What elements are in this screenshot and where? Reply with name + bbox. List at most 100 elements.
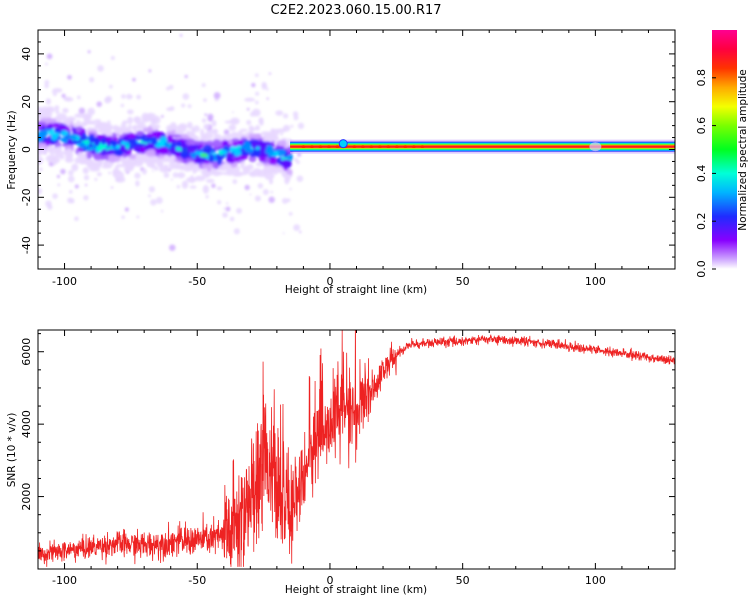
noise-blob <box>175 146 182 152</box>
noise-speck <box>255 100 259 105</box>
noise-blob <box>186 161 197 171</box>
noise-blob <box>250 127 257 131</box>
ridge-knot <box>411 145 417 149</box>
x-tick-label: 50 <box>456 275 470 288</box>
noise-blob <box>163 155 170 163</box>
x-tick-label: 0 <box>326 574 333 587</box>
noise-blob <box>268 156 278 166</box>
noise-speck <box>121 215 125 219</box>
noise-blob <box>206 164 212 172</box>
noise-blob <box>251 133 262 140</box>
noise-blob <box>203 123 210 130</box>
noise-blob <box>94 119 102 123</box>
noise-speck <box>297 122 305 130</box>
noise-speck <box>160 209 164 213</box>
y-tick-label: 4000 <box>20 410 33 438</box>
noise-blob <box>146 149 156 158</box>
noise-blob <box>62 118 72 126</box>
noise-speck <box>225 206 231 212</box>
noise-speck <box>78 107 86 115</box>
noise-speck <box>148 186 155 193</box>
ridge-knot <box>369 145 374 149</box>
noise-blob <box>202 144 213 154</box>
noise-speck <box>107 120 111 124</box>
noise-blob <box>240 160 246 165</box>
noise-speck <box>56 174 61 179</box>
noise-blob <box>101 137 106 146</box>
noise-blob <box>258 153 269 157</box>
noise-blob <box>78 142 86 149</box>
noise-speck <box>44 83 49 89</box>
noise-speck <box>225 202 229 205</box>
noise-blob <box>150 136 158 145</box>
noise-speck <box>67 74 72 80</box>
noise-blob <box>244 97 256 102</box>
noise-speck <box>182 93 190 100</box>
noise-blob <box>215 171 224 176</box>
noise-blob <box>141 137 152 143</box>
noise-speck <box>134 172 141 179</box>
noise-speck <box>231 111 234 114</box>
noise-blob <box>224 120 235 124</box>
noise-blob <box>211 120 217 127</box>
ridge-core <box>290 145 675 148</box>
noise-blob <box>173 163 181 169</box>
x-tick-label: 100 <box>585 275 606 288</box>
noise-blob <box>75 126 81 133</box>
noise-blob <box>133 145 142 152</box>
noise-blob <box>169 122 177 131</box>
noise-blob <box>222 146 229 151</box>
noise-blob <box>199 152 209 158</box>
x-tick-label: -50 <box>188 574 206 587</box>
noise-blob <box>216 157 223 165</box>
colorbar-label: Normalized spectral amplitude <box>737 69 749 230</box>
noise-speck <box>148 69 152 73</box>
colorbar-tick-label: 0.0 <box>695 260 708 278</box>
noise-blob <box>114 126 122 134</box>
noise-speck <box>96 101 102 107</box>
noise-speck <box>136 215 140 219</box>
noise-speck <box>246 119 252 126</box>
noise-speck <box>105 95 113 103</box>
noise-blob <box>82 167 89 174</box>
ridge-knot <box>386 145 391 149</box>
noise-blob <box>132 141 138 148</box>
y-tick-label: 20 <box>20 95 33 109</box>
colorbar-tick-label: 0.4 <box>695 165 708 183</box>
spectrum-ridge <box>290 139 675 154</box>
noise-blob <box>81 132 87 142</box>
noise-blob <box>242 141 251 150</box>
noise-speck <box>201 83 206 88</box>
noise-speck <box>268 196 275 203</box>
noise-speck <box>246 107 250 111</box>
ridge-knot <box>301 145 306 149</box>
noise-speck <box>282 232 285 235</box>
noise-speck <box>283 113 289 119</box>
noise-blob <box>120 122 127 131</box>
ridge-knot <box>309 145 315 149</box>
noise-blob <box>251 140 258 150</box>
ridge-knot <box>377 145 383 149</box>
noise-blob <box>133 116 142 123</box>
ridge-knot <box>335 145 340 149</box>
noise-blob <box>167 154 175 163</box>
noise-speck <box>45 200 52 207</box>
noise-blob <box>247 163 254 171</box>
noise-blob <box>105 130 113 137</box>
noise-speck <box>222 212 228 218</box>
ridge-bump <box>589 142 602 152</box>
noise-blob <box>228 124 237 131</box>
noise-blob <box>55 109 60 114</box>
noise-blob <box>129 162 137 168</box>
noise-blob <box>222 171 232 176</box>
noise-blob <box>131 125 142 129</box>
noise-blob <box>149 158 156 165</box>
noise-blob <box>189 175 194 184</box>
noise-blob <box>158 147 169 155</box>
noise-blob <box>159 136 168 143</box>
noise-speck <box>266 88 269 91</box>
noise-blob <box>87 150 93 160</box>
noise-blob <box>220 149 227 154</box>
colorbar-tick-label: 0.2 <box>695 212 708 230</box>
